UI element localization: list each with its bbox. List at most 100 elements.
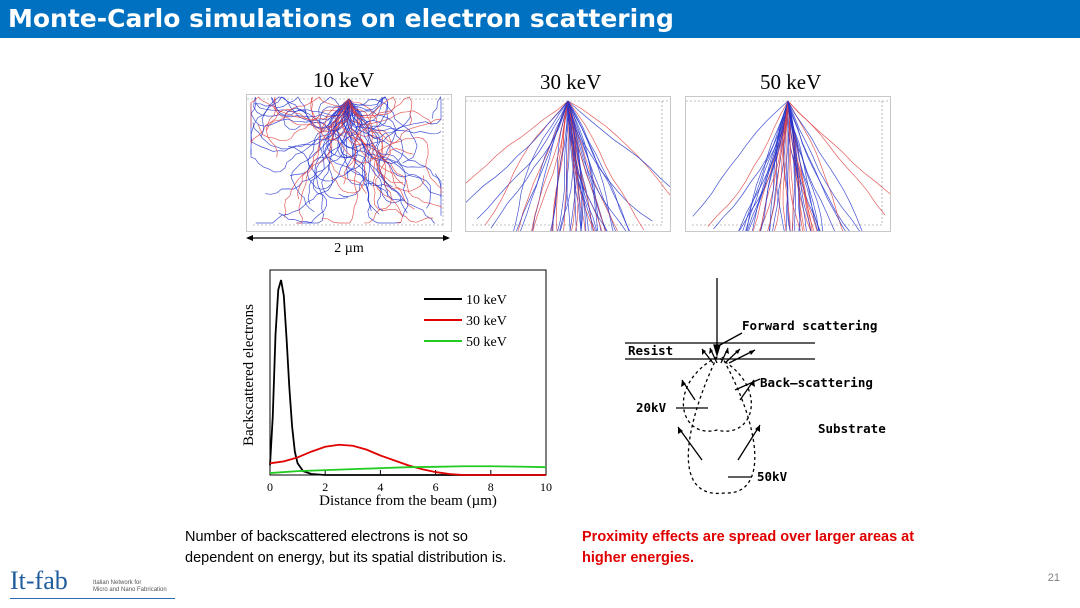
trajectory <box>567 100 603 231</box>
trajectory <box>520 100 569 231</box>
trajectory <box>787 100 796 231</box>
trajectory <box>490 100 569 229</box>
back-arrow-right-low <box>737 424 761 461</box>
series-line <box>269 443 546 476</box>
x-tick-label: 0 <box>267 480 273 494</box>
page-number: 21 <box>1047 572 1060 584</box>
logo-subtitle-line2: Micro and Nano Fabrication <box>93 587 167 593</box>
trajectory-plot-50kev <box>686 100 890 231</box>
trajectory-plot-10kev <box>247 96 451 226</box>
logo-subtitle: Italian Network for Micro and Nano Fabri… <box>93 580 167 594</box>
forward-pointer <box>719 332 743 346</box>
trajectory <box>787 100 824 231</box>
trajectory <box>707 100 789 227</box>
legend-label: 50 keV <box>466 335 507 350</box>
trajectory-plot-30kev <box>466 100 670 231</box>
back-pointer <box>734 378 761 391</box>
caption-left: Number of backscattered electrons is not… <box>185 527 506 569</box>
trajectory <box>348 98 392 224</box>
trajectory <box>266 96 350 158</box>
chart-xlabel: Distance from the beam (µm) <box>319 493 497 509</box>
trajectory <box>567 100 630 231</box>
label-substrate: Substrate <box>818 421 886 436</box>
trajectory <box>567 100 653 222</box>
title-bar: Monte-Carlo simulations on electron scat… <box>0 0 1080 38</box>
incident-beam-arrowhead <box>713 344 721 358</box>
trajectory <box>344 98 404 164</box>
trajectory <box>713 100 789 230</box>
trajectory <box>782 100 789 231</box>
logo-underline <box>10 598 175 599</box>
trajectory <box>340 98 406 187</box>
trajectory <box>767 100 789 231</box>
trajectory <box>787 100 844 231</box>
series-line <box>269 279 546 476</box>
trajectory <box>567 100 598 231</box>
trajectory <box>746 100 789 231</box>
trajectory <box>550 100 569 231</box>
caption-right-line2: higher energies. <box>582 550 695 566</box>
trajectory <box>776 100 789 231</box>
series-line <box>269 465 547 474</box>
trajectory <box>252 98 350 150</box>
trajectory <box>567 100 627 231</box>
trajectory <box>250 98 350 127</box>
trajectory <box>346 98 372 212</box>
trajectory <box>516 100 569 231</box>
trajectory <box>567 100 670 196</box>
trajectory <box>567 100 630 231</box>
scale-bar: 2 µm <box>246 235 450 256</box>
scattering-diagram: Forward scattering Resist Back–scatterin… <box>625 278 886 494</box>
label-resist: Resist <box>628 343 673 358</box>
trajectory <box>348 98 418 164</box>
trajectory <box>746 100 789 231</box>
trajectory <box>318 96 384 122</box>
chart-ylabel: Backscattered electrons <box>241 304 257 446</box>
trajectory <box>738 100 789 231</box>
x-tick-label: 2 <box>322 480 328 494</box>
trajectory <box>347 98 442 194</box>
interaction-volume-50kv <box>687 356 756 494</box>
trajectory <box>346 98 406 201</box>
itfab-logo: It-fab <box>10 566 68 595</box>
trajectory <box>738 100 789 231</box>
trajectory <box>532 100 569 231</box>
trajectory <box>532 100 569 231</box>
x-tick-label: 8 <box>488 480 494 494</box>
trajectory <box>326 98 366 197</box>
trajectory <box>774 100 789 231</box>
trajectory <box>787 100 886 216</box>
trajectory <box>787 100 835 231</box>
trajectory <box>476 100 569 220</box>
x-tick-label: 4 <box>377 480 383 494</box>
trajectory <box>321 98 360 224</box>
slide-title: Monte-Carlo simulations on electron scat… <box>8 4 674 33</box>
trajectory <box>513 100 569 231</box>
backscatter-chart: 0 2 4 6 8 10 10 keV 30 keV 50 keV Distance from… <box>241 269 552 509</box>
trajectory <box>250 96 350 128</box>
trajectory <box>567 100 598 231</box>
label-20kv: 20kV <box>636 400 667 415</box>
trajectory <box>559 100 570 231</box>
trajectory <box>346 98 442 139</box>
trajectory <box>307 98 350 190</box>
caption-right-line1: Proximity effects are spread over larger… <box>582 529 915 545</box>
scale-bar-label: 2 µm <box>334 241 364 256</box>
trajectory <box>742 100 789 231</box>
trajectory <box>760 100 789 231</box>
sim-panel-50kev <box>685 96 891 232</box>
legend-label: 30 keV <box>466 314 507 329</box>
trajectory <box>336 98 415 210</box>
trajectory <box>250 98 351 152</box>
trajectory <box>787 100 860 231</box>
trajectory <box>786 100 791 231</box>
trajectory <box>348 96 413 126</box>
trajectory <box>555 100 569 231</box>
trajectory <box>348 98 404 184</box>
trajectory <box>255 98 350 224</box>
trajectory <box>787 100 863 231</box>
trajectory <box>466 100 569 203</box>
trajectory <box>348 98 384 212</box>
x-tick-label: 6 <box>433 480 439 494</box>
label-forward-scattering: Forward scattering <box>742 318 877 333</box>
